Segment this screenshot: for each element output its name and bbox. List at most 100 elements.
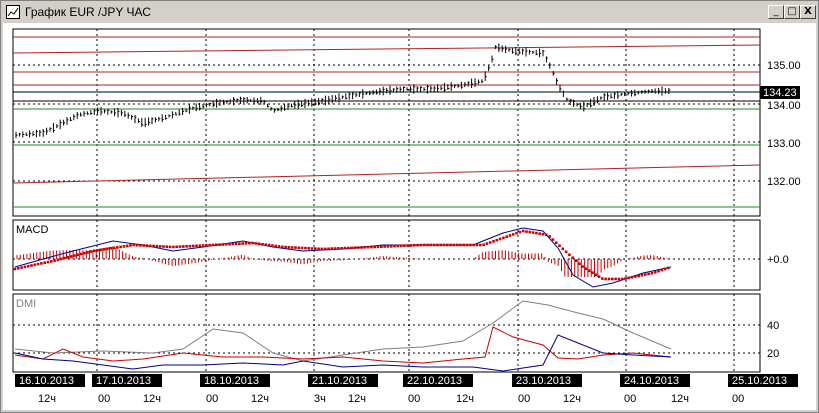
macd-signal-dot [653,271,657,274]
macd-panel-label: MACD [16,224,48,236]
macd-signal-dot [132,243,136,247]
macd-signal-dot [399,244,403,248]
macd-signal-dot [442,243,446,247]
macd-signal-dot [182,245,185,248]
macd-signal-dot [356,246,360,249]
macd-signal-dot [99,248,103,252]
macd-signal-dot [238,242,241,245]
macd-signal-dot [545,233,548,236]
macd-signal-dot [231,242,235,246]
date-badge [200,374,270,387]
macd-signal-dot [36,262,40,266]
macd-signal-dot [587,269,591,272]
hour-label: 3ч [314,393,326,405]
macd-signal-dot [429,243,433,247]
date-badge [308,374,378,387]
macd-signal-dot [406,244,409,247]
maximize-button[interactable]: □ [784,5,800,19]
macd-signal-dot [432,243,436,247]
macd-signal-dot [611,277,614,281]
macd-signal-dot [620,277,624,281]
macd-signal-dot [498,237,502,241]
macd-signal-dot [46,260,50,264]
macd-signal-dot [597,275,601,278]
macd-signal-dot [380,245,383,248]
macd-signal-dot [482,243,485,247]
date-badge [92,374,162,387]
macd-signal-dot [350,246,353,250]
minimize-button[interactable]: _ [768,5,784,19]
macd-signal-dot [485,242,489,245]
macd-signal-dot [314,247,317,250]
macd-signal-dot [594,273,598,276]
macd-signal-dot [452,243,456,247]
macd-signal-dot [564,250,568,254]
macd-signal-dot [122,245,126,248]
dmi-panel-frame [12,293,761,373]
macd-signal-dot [449,243,452,247]
macd-signal-dot [129,244,132,247]
macd-signal-dot [155,244,159,248]
macd-signal-dot [591,271,594,274]
macd-zero-label: +0.0 [767,254,789,266]
macd-signal-dot [657,269,660,273]
macd-signal-dot [297,246,301,250]
macd-histogram [16,246,671,277]
macd-signal-dot [261,243,264,246]
macd-signal-dot [640,273,644,277]
macd-signal-dot [135,243,139,247]
price-axis-label: 135.00 [767,60,801,72]
hour-label: 12ч [348,393,366,405]
macd-signal-dot [535,231,538,235]
macd-signal-dot [515,231,518,235]
macd-signal-dot [191,244,195,248]
dmi-panel-label: DMI [16,298,36,310]
macd-signal-dot [630,275,634,279]
macd-signal-dot [317,247,320,251]
chart-area[interactable]: 134.23 135.00 134.00 133.00 132.00 MACD … [3,23,816,410]
macd-signal-dot [89,250,93,253]
macd-signal-dot [119,245,122,249]
macd-signal-dot [271,244,274,247]
macd-signal-dot [26,264,30,268]
current-price-badge [760,86,800,99]
macd-signal-dot [581,265,584,268]
macd-signal-dot [650,271,654,275]
date-badge [15,374,85,387]
macd-signal-dot [323,247,327,251]
macd-signal-dot [614,277,617,281]
macd-signal-dot [40,262,43,265]
dmi-minus-line [14,334,672,372]
macd-signal-dot [446,243,449,247]
macd-signal-dot [59,257,63,261]
macd-signal-dot [393,244,396,248]
macd-signal-dot [30,264,33,267]
macd-signal-dots [13,229,670,281]
date-label: 24.10.2013 [624,375,679,387]
date-badge [403,374,473,387]
chart-app-icon [6,5,20,19]
macd-signal-dot [667,266,670,270]
macd-signal-dot [495,238,499,242]
upper-trendline [12,44,761,54]
macd-signal-dot [195,244,198,248]
chart-canvas: 134.23 135.00 134.00 133.00 132.00 MACD … [12,28,801,405]
date-label: 23.10.2013 [516,375,571,387]
macd-signal-dot [601,277,604,280]
date-label: 22.10.2013 [407,375,462,387]
price-axis-label: 132.00 [767,176,801,188]
macd-signal-dot [73,254,76,257]
macd-signal-dot [554,241,558,244]
price-bars [15,43,671,139]
vertical-gridlines [96,29,735,372]
macd-signal-dot [373,245,376,249]
macd-signal-dot [287,246,291,249]
title-bar[interactable]: График EUR /JPY ЧАС _ □ X [3,3,816,21]
macd-signal-dot [320,247,324,251]
macd-signal-dot [208,243,211,247]
macd-signal-dot [201,244,205,247]
close-button[interactable]: X [800,5,816,19]
macd-signal-dot [637,274,640,278]
dmi-axis-label: 20 [767,348,779,360]
macd-signal-dot [241,242,244,245]
